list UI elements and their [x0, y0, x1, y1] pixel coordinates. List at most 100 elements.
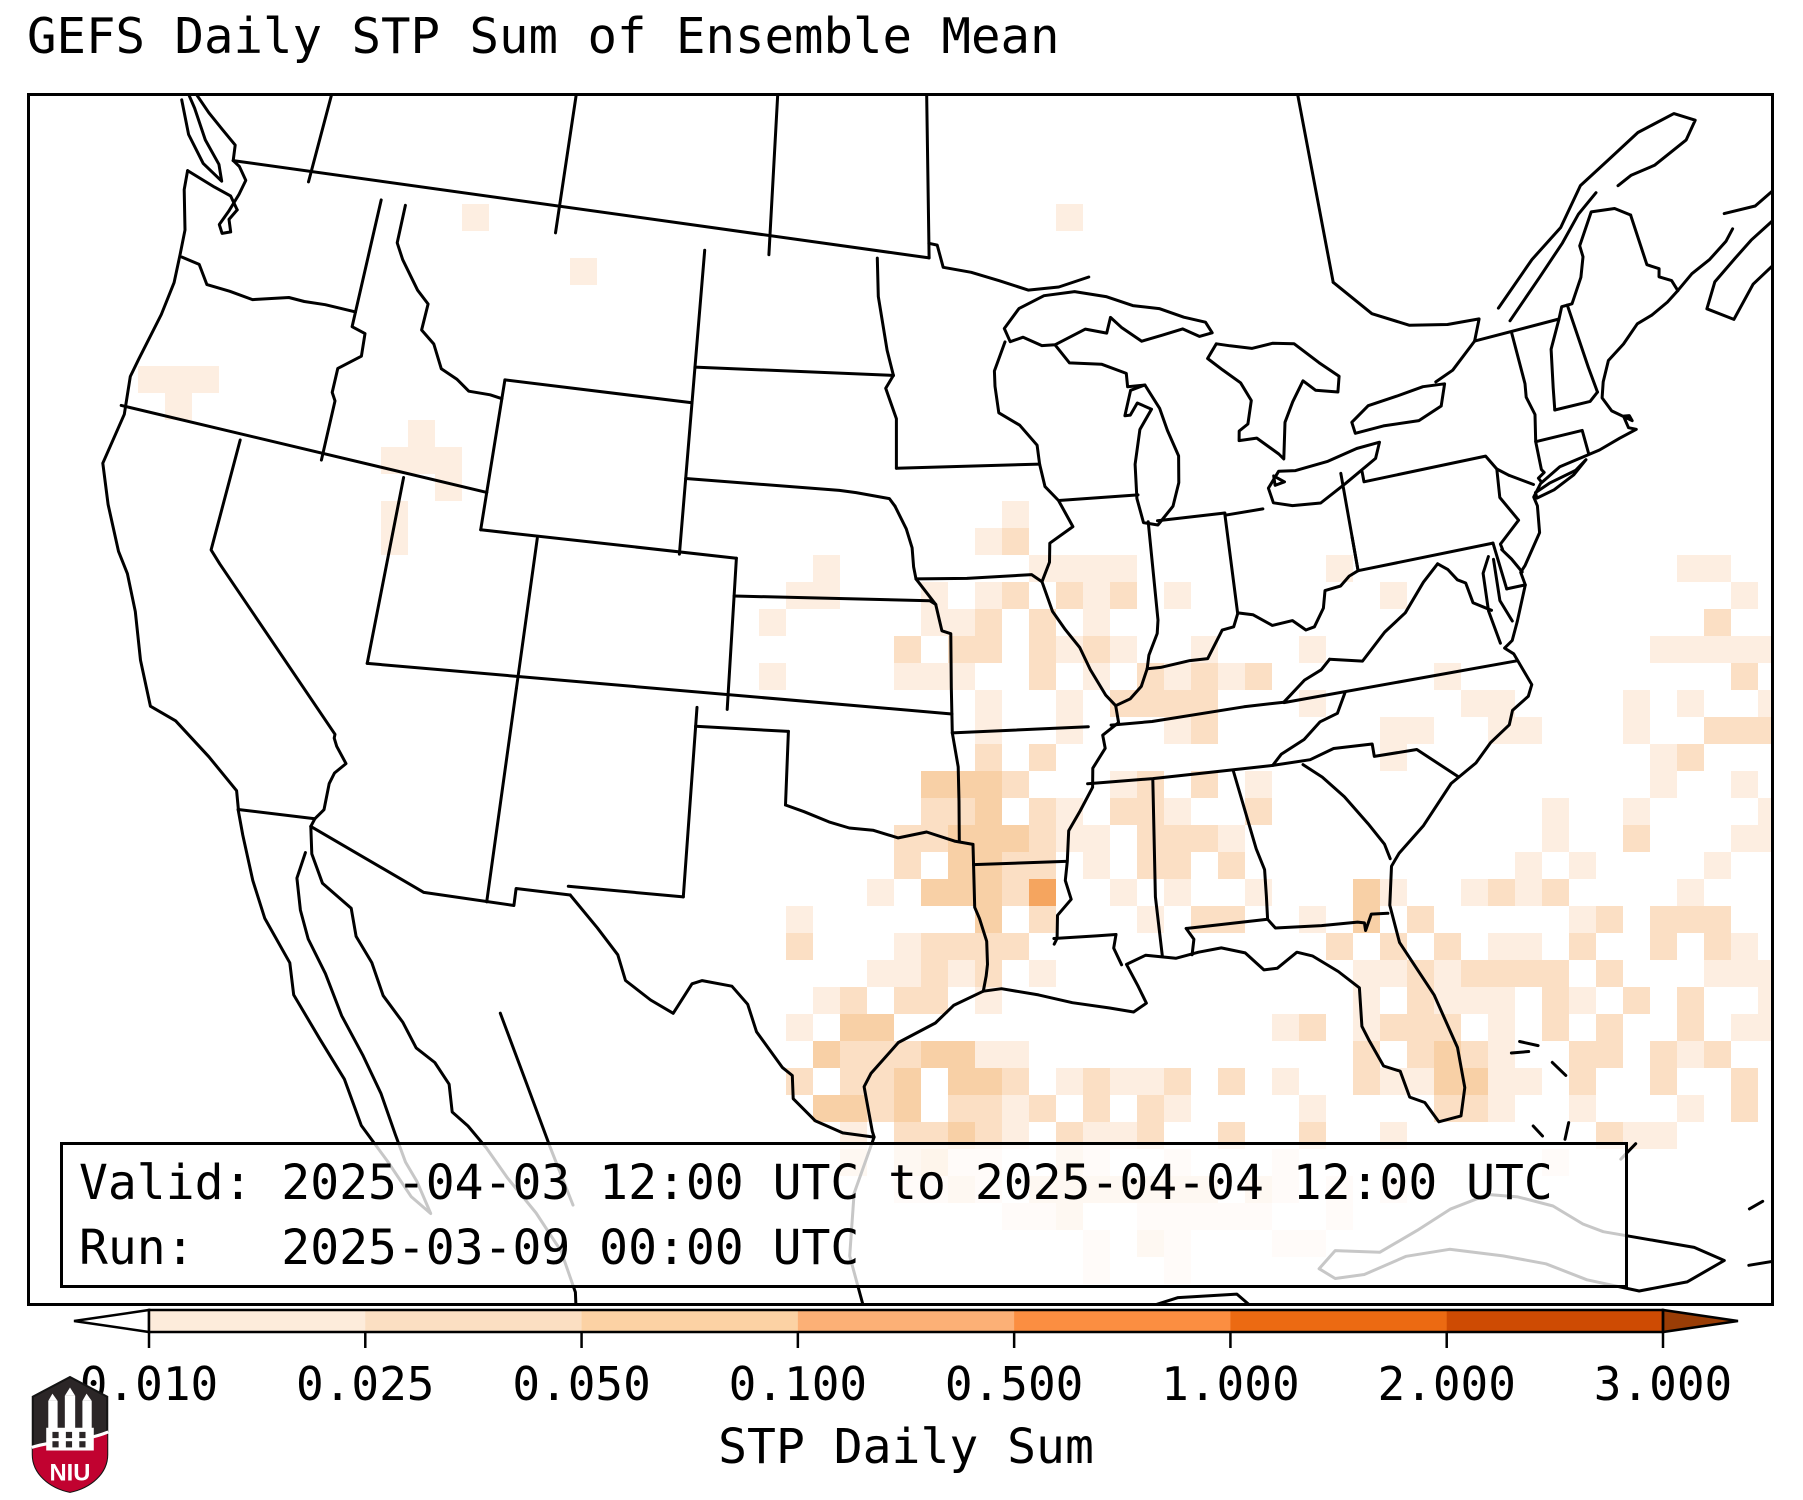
colorbar-tick-label: 2.000	[1377, 1357, 1515, 1411]
stp-cell	[1110, 636, 1137, 663]
colorbar-tick-label: 3.000	[1594, 1357, 1732, 1411]
stp-cell	[1110, 555, 1137, 582]
border-line	[209, 438, 348, 821]
border-line	[1282, 659, 1519, 705]
stp-cell	[1758, 690, 1771, 717]
stp-cell	[948, 960, 975, 987]
border-line	[1301, 763, 1392, 861]
stp-cell	[1569, 906, 1596, 933]
border-line	[884, 373, 898, 470]
border-line	[319, 310, 367, 462]
stp-cell	[1542, 879, 1569, 906]
stp-cell	[867, 1014, 894, 1041]
great-lakes	[1002, 290, 1447, 527]
border-line	[1156, 1292, 1250, 1303]
border-line	[893, 504, 918, 581]
border-line	[1436, 562, 1493, 612]
border-line	[195, 96, 237, 163]
border-line	[1360, 454, 1511, 484]
border-line	[1328, 562, 1440, 663]
stp-cell-peak	[1029, 879, 1056, 906]
stp-cell	[1002, 879, 1029, 906]
stp-cell	[867, 960, 894, 987]
stp-cell	[975, 1068, 1002, 1095]
border-line	[485, 686, 518, 904]
stp-cell	[894, 852, 921, 879]
border-line	[971, 842, 989, 993]
stp-cell	[1542, 798, 1569, 825]
stp-cell	[813, 1041, 840, 1068]
colorbar-over-arrow	[1661, 1308, 1739, 1334]
stp-cell	[894, 987, 921, 1014]
border-line	[568, 893, 876, 1139]
stp-cell	[1434, 933, 1461, 960]
stp-cell	[1218, 1068, 1245, 1095]
stp-cell	[1677, 555, 1704, 582]
border-line	[767, 96, 780, 257]
stp-cell	[948, 1068, 975, 1095]
stp-cell	[1461, 1095, 1488, 1122]
stp-cell	[813, 555, 840, 582]
stp-cell	[1110, 798, 1137, 825]
stp-cell	[1650, 744, 1677, 771]
stp-cell	[1542, 960, 1569, 987]
stp-cell	[1650, 636, 1677, 663]
stp-cell	[1704, 1041, 1731, 1068]
stp-cell	[1110, 771, 1137, 798]
border-line	[1473, 317, 1561, 343]
stp-cell	[1353, 987, 1380, 1014]
stp-cell	[1137, 1068, 1164, 1095]
stp-cell	[1515, 1068, 1542, 1095]
stp-cell	[381, 528, 408, 555]
stp-cell	[1542, 987, 1569, 1014]
stp-cell	[1245, 663, 1272, 690]
stp-cell	[1623, 690, 1650, 717]
stp-cell	[1407, 987, 1434, 1014]
stp-cell	[948, 609, 975, 636]
stp-cell	[975, 582, 1002, 609]
border-line	[566, 884, 685, 899]
stp-cell	[894, 1068, 921, 1095]
stp-cell	[1434, 1068, 1461, 1095]
border-line	[1266, 911, 1390, 932]
stp-cell	[921, 1041, 948, 1068]
colorbar-tick-label: 0.500	[945, 1357, 1083, 1411]
stp-cell	[975, 609, 1002, 636]
stp-cell	[1299, 1014, 1326, 1041]
stp-cell	[1029, 609, 1056, 636]
stp-cell	[786, 933, 813, 960]
stp-cell	[921, 960, 948, 987]
border-line	[1057, 493, 1140, 502]
stp-cell	[1461, 987, 1488, 1014]
stp-cell	[1569, 987, 1596, 1014]
stp-cell	[435, 447, 462, 474]
border-line	[1271, 691, 1347, 767]
stp-cell	[1002, 582, 1029, 609]
stp-cell	[921, 987, 948, 1014]
stp-cell	[1650, 1122, 1677, 1149]
border-line	[354, 198, 383, 314]
stp-cell	[948, 1095, 975, 1122]
border-line	[1296, 96, 1335, 284]
border-line	[479, 378, 507, 532]
colorbar-segment	[581, 1310, 799, 1332]
border-line	[217, 159, 248, 235]
stp-cell	[1164, 852, 1191, 879]
stp-cell	[1083, 609, 1110, 636]
border-line	[236, 808, 572, 907]
stp-cell	[1380, 879, 1407, 906]
stp-cell	[1002, 1068, 1029, 1095]
stp-cell	[570, 258, 597, 285]
stp-cell	[921, 663, 948, 690]
stp-cell	[1380, 1014, 1407, 1041]
border-line	[1509, 330, 1546, 484]
stp-cell	[1677, 744, 1704, 771]
stp-cell	[1002, 1041, 1029, 1068]
stp-cell	[894, 933, 921, 960]
border-line	[1557, 207, 1633, 321]
stp-cell	[1488, 1068, 1515, 1095]
lake-outline	[1272, 474, 1286, 487]
lake-outline	[1123, 383, 1181, 527]
stp-cell	[1623, 825, 1650, 852]
